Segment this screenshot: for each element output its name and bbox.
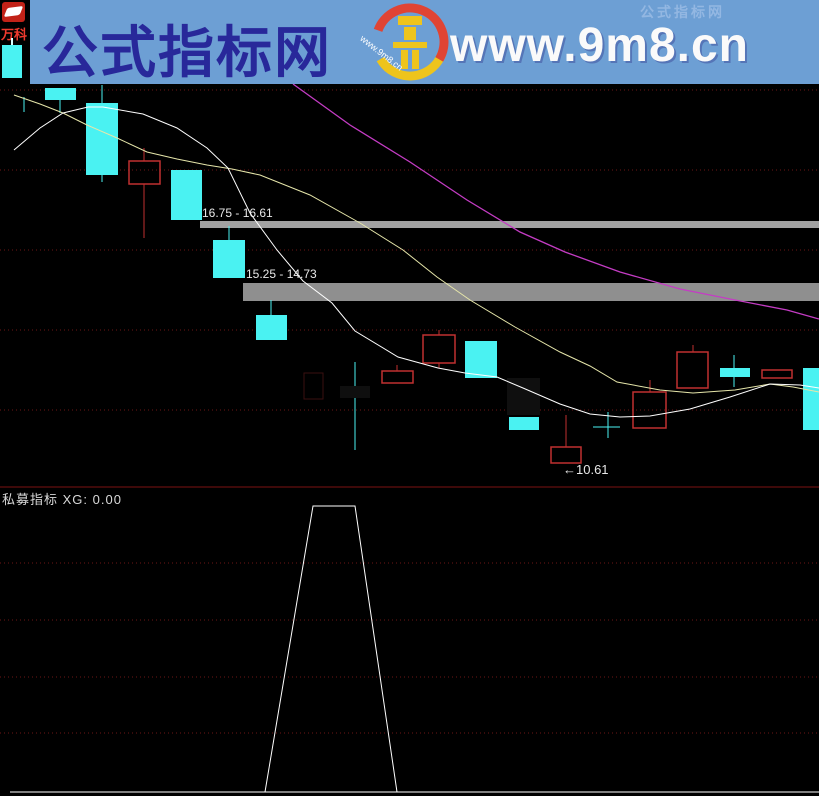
- logo-swoosh-shape: [3, 5, 24, 18]
- banner-title: 公式指标网: [42, 21, 332, 84]
- candle-body-down: [45, 88, 76, 100]
- candle-body-down: [720, 368, 750, 377]
- candle-body-down: [171, 170, 202, 220]
- candle-body-down: [465, 341, 497, 378]
- low-price-annotation: ←10.61: [563, 462, 609, 477]
- candle-body-black: [340, 386, 370, 398]
- gap-zone-bar: [243, 283, 819, 301]
- ma-line-yellow: [13, 94, 819, 394]
- strip-candle-body: [2, 45, 22, 78]
- candle-body-up: [422, 334, 456, 364]
- ma-line-white: [13, 106, 819, 418]
- trend-line-magenta: [292, 83, 819, 320]
- window-logo-icon[interactable]: [2, 2, 25, 22]
- candle-body-up: [761, 369, 793, 379]
- candle-body-up: [381, 370, 414, 384]
- strip-candle-wick: [11, 38, 13, 45]
- candle-body-down: [256, 315, 287, 340]
- candle-body-down: [86, 103, 118, 175]
- candle-body-up: [632, 391, 667, 429]
- indicator-label: 私募指标 XG: 0.00: [2, 492, 122, 507]
- logo-figure-glyph: [393, 16, 427, 69]
- candle-body-down: [803, 368, 819, 430]
- banner-url[interactable]: www.9m8.cn: [450, 19, 749, 72]
- gap-zone-bar: [200, 221, 819, 228]
- candle-body-down: [213, 240, 245, 278]
- stock-name-label: 万科: [1, 27, 28, 42]
- gap-zone-label: 16.75 - 16.61: [202, 206, 273, 220]
- candle-body-up: [550, 446, 582, 464]
- gap-zone-label: 15.25 - 14.73: [246, 267, 317, 281]
- candle-body-faint: [303, 372, 324, 400]
- candle-body-down: [509, 417, 539, 430]
- banner-logo-icon: [371, 3, 449, 81]
- indicator-signal-spike: [264, 505, 398, 793]
- candle-body-up: [128, 160, 161, 185]
- header-bar: 万科 公式指标网 www.9m8.cn www.9m8.cn 公式指标网: [0, 0, 819, 84]
- candle-body-black: [507, 378, 540, 415]
- banner-watermark: 公式指标网: [640, 4, 725, 20]
- ad-banner[interactable]: 公式指标网 www.9m8.cn www.9m8.cn 公式指标网: [30, 0, 819, 84]
- logo-ring-red-arc: [371, 3, 449, 81]
- candle-body-up: [676, 351, 709, 389]
